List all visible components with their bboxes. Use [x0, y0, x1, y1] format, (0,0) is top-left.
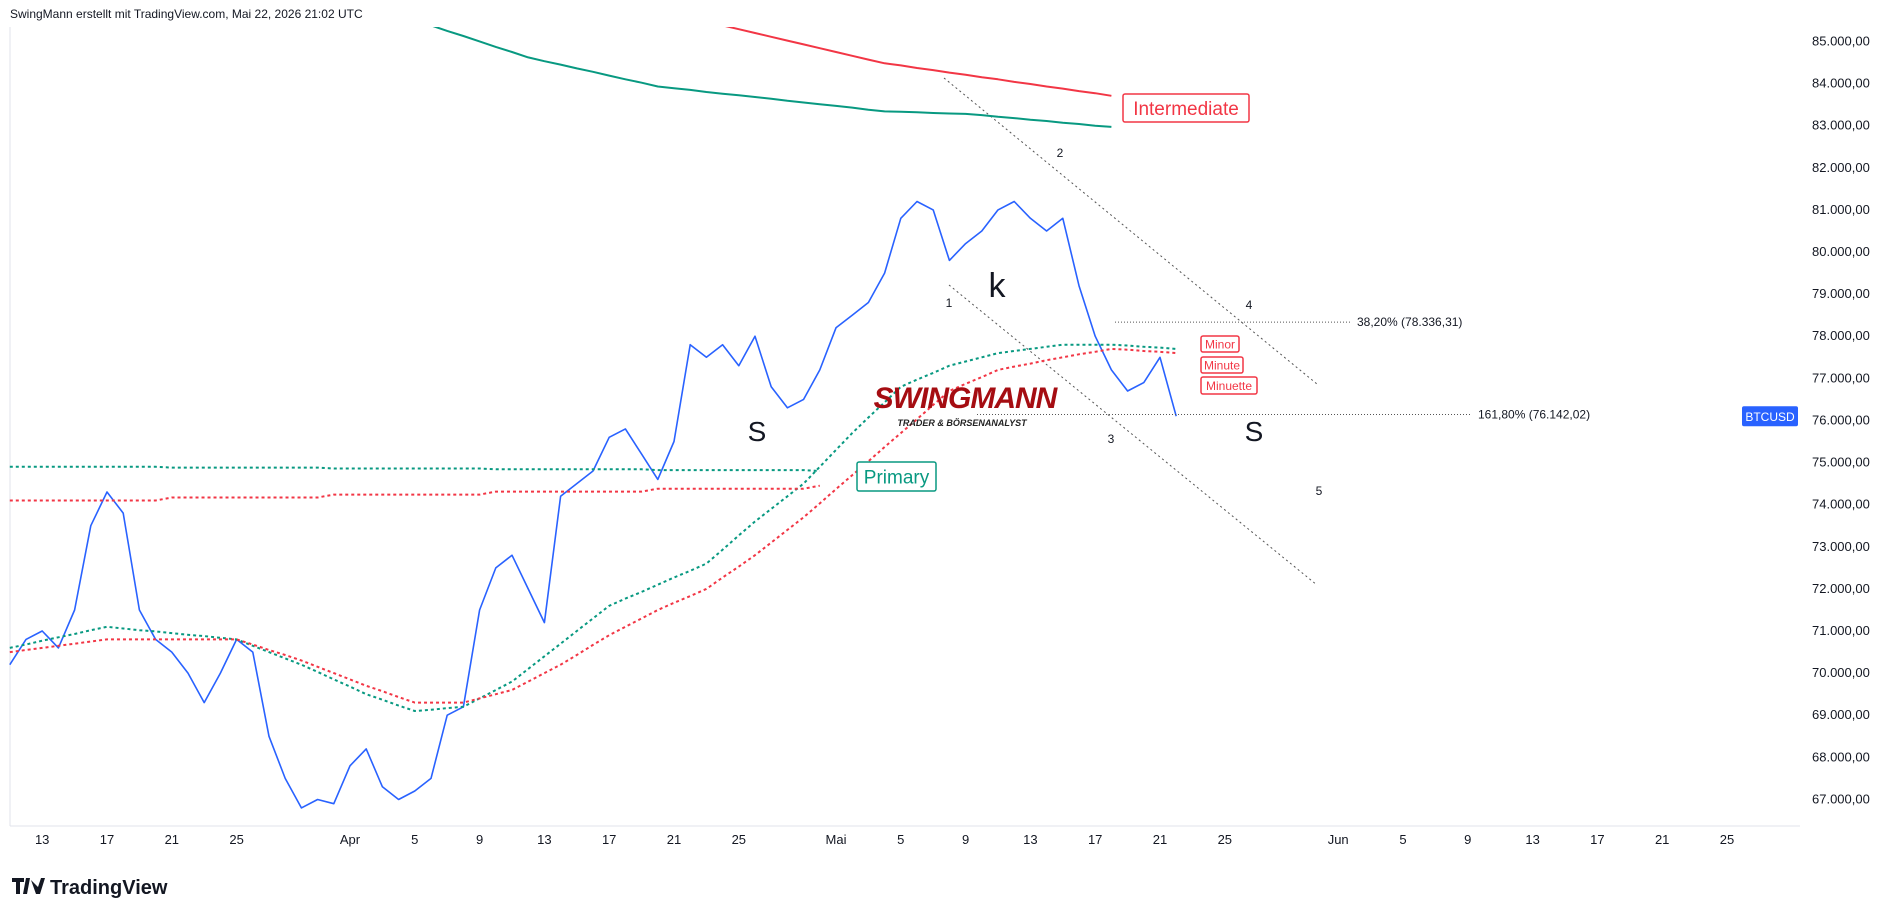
x-tick-label: 17	[100, 832, 114, 847]
y-tick-label: 75.000,00	[1812, 455, 1870, 470]
header: SwingMann erstellt mit TradingView.com, …	[10, 7, 363, 21]
fib-label: 161,80% (76.142,02)	[1478, 407, 1590, 421]
y-tick-label: 72.000,00	[1812, 581, 1870, 596]
x-tick-label: Mai	[826, 832, 847, 847]
watermark-title: SWINGMANN	[874, 382, 1059, 415]
y-tick-label: 79.000,00	[1812, 286, 1870, 301]
y-tick-label: 73.000,00	[1812, 539, 1870, 554]
y-tick-label: 78.000,00	[1812, 328, 1870, 343]
x-tick-label: 17	[602, 832, 616, 847]
y-tick-label: 82.000,00	[1812, 160, 1870, 175]
label-box	[856, 461, 937, 492]
y-tick-label: 71.000,00	[1812, 623, 1870, 638]
watermark-subtitle: TRADER & BÖRSENANALYST	[897, 418, 1028, 428]
annotation: S	[1245, 416, 1264, 447]
x-tick-label: Jun	[1328, 832, 1349, 847]
y-tick-label: 80.000,00	[1812, 244, 1870, 259]
x-tick-label: 25	[1720, 832, 1734, 847]
x-tick-label: 25	[732, 832, 746, 847]
channel-line	[943, 77, 1318, 385]
label-text: Minuette	[1206, 379, 1252, 393]
x-tick-label: Apr	[340, 832, 361, 847]
price-tag-label: BTCUSD	[1745, 410, 1795, 424]
label-text: Primary	[864, 467, 930, 488]
x-tick-label: 25	[1218, 832, 1232, 847]
annotation: 5	[1316, 484, 1323, 498]
annotation: 4	[1246, 298, 1253, 312]
fib-label: 38,20% (78.336,31)	[1357, 315, 1462, 329]
price-tag	[1742, 406, 1798, 427]
y-tick-label: 84.000,00	[1812, 76, 1870, 91]
label-box	[1122, 93, 1250, 123]
label-text: Minute	[1204, 358, 1240, 372]
annotation: k	[989, 267, 1007, 305]
label-text: Intermediate	[1133, 99, 1239, 120]
label-box	[1200, 356, 1244, 374]
y-tick-label: 74.000,00	[1812, 497, 1870, 512]
x-tick-label: 5	[411, 832, 418, 847]
annotation: 2	[1057, 146, 1064, 160]
x-tick-label: 25	[229, 832, 243, 847]
x-tick-label: 9	[1464, 832, 1471, 847]
series-line	[725, 27, 1112, 97]
y-tick-label: 76.000,00	[1812, 412, 1870, 427]
tradingview-logo: TradingView	[12, 877, 168, 899]
series-line	[9, 343, 1177, 712]
y-tick-label: 77.000,00	[1812, 370, 1870, 385]
y-tick-label: 83.000,00	[1812, 118, 1870, 133]
series-line	[9, 200, 1177, 809]
y-tick-label: 70.000,00	[1812, 665, 1870, 680]
x-tick-label: 5	[897, 832, 904, 847]
x-tick-label: 13	[1023, 832, 1037, 847]
plot-area	[9, 27, 1318, 809]
series-line	[432, 27, 1112, 128]
annotation: 3	[1108, 432, 1115, 446]
label-box	[1200, 335, 1240, 353]
y-tick-label: 67.000,00	[1812, 791, 1870, 806]
label-box	[1200, 376, 1258, 395]
x-tick-label: 21	[667, 832, 681, 847]
x-tick-label: 17	[1590, 832, 1604, 847]
x-tick-label: 13	[1525, 832, 1539, 847]
y-tick-label: 81.000,00	[1812, 202, 1870, 217]
x-tick-label: 13	[35, 832, 49, 847]
y-tick-label: 85.000,00	[1812, 33, 1870, 48]
annotation: 1	[946, 296, 953, 310]
annotation: S	[748, 416, 767, 447]
x-tick-label: 13	[537, 832, 551, 847]
series-line	[9, 347, 1177, 704]
label-text: Minor	[1205, 337, 1235, 351]
x-tick-label: 9	[962, 832, 969, 847]
y-tick-label: 69.000,00	[1812, 707, 1870, 722]
channel-line	[948, 284, 1318, 586]
x-tick-label: 17	[1088, 832, 1102, 847]
y-tick-label: 68.000,00	[1812, 749, 1870, 764]
x-tick-label: 21	[1655, 832, 1669, 847]
x-tick-label: 21	[165, 832, 179, 847]
footer-brand: TradingView	[50, 877, 168, 899]
x-tick-label: 9	[476, 832, 483, 847]
x-tick-label: 5	[1399, 832, 1406, 847]
x-tick-label: 21	[1153, 832, 1167, 847]
